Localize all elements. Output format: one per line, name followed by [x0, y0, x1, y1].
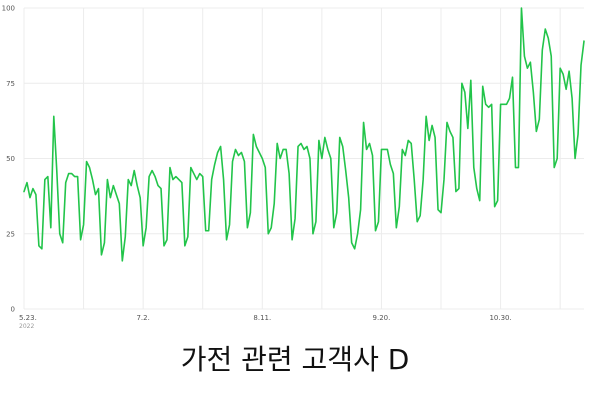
- y-tick-label: 100: [2, 5, 15, 13]
- grid: [23, 7, 584, 310]
- x-axis: 5.23. 7.2. 8.11. 9.20. 10.30. 2022: [19, 314, 512, 330]
- y-tick-label: 25: [6, 230, 15, 238]
- x-tick-label: 5.23.: [19, 314, 37, 322]
- y-axis: 0 25 50 75 100: [2, 5, 15, 314]
- x-tick-label: 8.11.: [253, 314, 271, 322]
- y-tick-label: 0: [11, 306, 15, 314]
- series-line: [23, 7, 585, 262]
- line-chart: 0 25 50 75 100 5.23. 7.2. 8.11. 9.20. 10.30. 2022: [2, 5, 585, 330]
- y-tick-label: 75: [6, 80, 15, 88]
- x-tick-label: 10.30.: [489, 314, 511, 322]
- chart-caption: 가전 관련 고객사 D: [180, 343, 410, 376]
- y-tick-label: 50: [6, 155, 15, 163]
- x-tick-label: 9.20.: [373, 314, 391, 322]
- x-year-label: 2022: [19, 323, 34, 330]
- x-tick-label: 7.2.: [136, 314, 149, 322]
